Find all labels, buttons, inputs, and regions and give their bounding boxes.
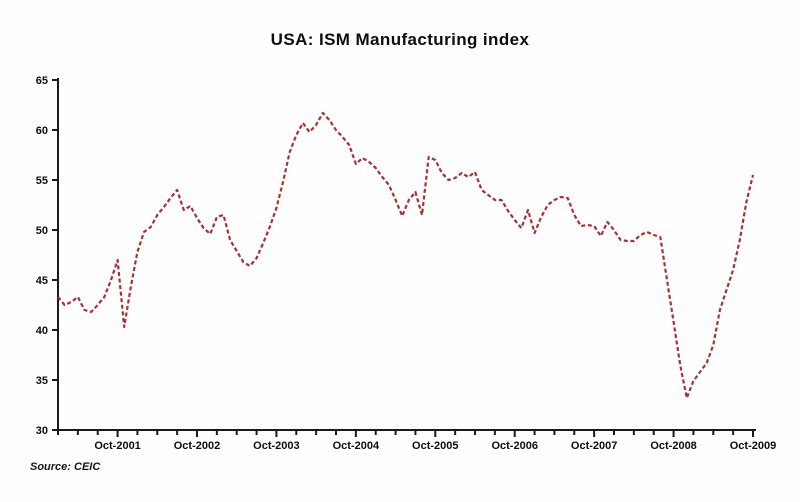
chart-title: USA: ISM Manufacturing index — [270, 30, 530, 49]
x-tick-label: Oct-2009 — [730, 440, 776, 452]
x-tick-label: Oct-2007 — [571, 440, 617, 452]
y-tick-label: 40 — [36, 325, 48, 337]
y-tick-label: 50 — [36, 225, 48, 237]
x-tick-label: Oct-2004 — [333, 440, 380, 452]
x-tick-labels: Oct-2001 Oct-2002 Oct-2003 Oct-2004 Oct-2005… — [94, 440, 776, 452]
line-series-ism — [57, 111, 755, 400]
y-tick-label: 45 — [36, 275, 48, 287]
source-label: Source: CEIC — [30, 461, 101, 473]
x-tick-label: Oct-2002 — [174, 440, 220, 452]
x-tick-label: Oct-2003 — [253, 440, 299, 452]
y-tick-label: 30 — [36, 425, 48, 437]
x-tick-label: Oct-2006 — [491, 440, 537, 452]
y-tick-labels: 30 35 40 45 50 55 60 65 — [36, 75, 48, 437]
y-tick-label: 60 — [36, 125, 48, 137]
y-tick-label: 65 — [36, 75, 48, 87]
x-tick-label: Oct-2001 — [94, 440, 140, 452]
axes — [57, 78, 756, 431]
x-tick-label: Oct-2005 — [412, 440, 458, 452]
y-tick-label: 35 — [36, 375, 48, 387]
x-ticks — [57, 430, 754, 437]
y-tick-label: 55 — [36, 175, 48, 187]
x-tick-label: Oct-2008 — [650, 440, 696, 452]
